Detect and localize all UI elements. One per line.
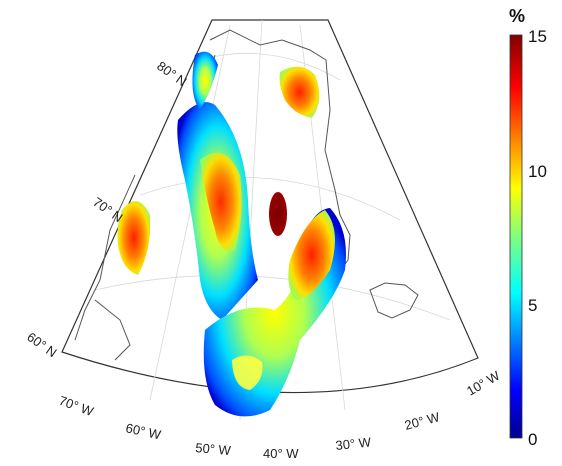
north-baffin-blob [192, 51, 218, 110]
colorbar-unit: % [509, 6, 525, 26]
colorbar-bar [509, 34, 523, 439]
lon-label-50w: 50° W [195, 440, 232, 458]
north-greenland-blob [279, 66, 320, 118]
lon-label-40w: 40° W [263, 446, 299, 461]
colorbar: % 15 10 5 0 [509, 6, 547, 449]
colorbar-tick-15: 15 [528, 27, 547, 46]
lon-label-10w: 10° W [464, 367, 503, 398]
lon-label-20w: 20° W [403, 409, 442, 433]
lat-label-60: 60° N [24, 329, 59, 360]
baffin-red-core [200, 152, 242, 251]
colorbar-tick-5: 5 [528, 296, 537, 315]
data-layer [117, 51, 346, 417]
central-greenland-blob [269, 192, 287, 236]
colorbar-tick-10: 10 [528, 162, 547, 181]
lon-label-60w: 60° W [124, 420, 163, 442]
lon-label-30w: 30° W [335, 434, 373, 453]
colorbar-tick-0: 0 [528, 430, 537, 449]
lon-label-70w: 70° W [57, 393, 96, 420]
hudson-blob [117, 201, 151, 275]
irminger-red-core [288, 210, 335, 300]
labrador-yellow-core [232, 355, 263, 390]
